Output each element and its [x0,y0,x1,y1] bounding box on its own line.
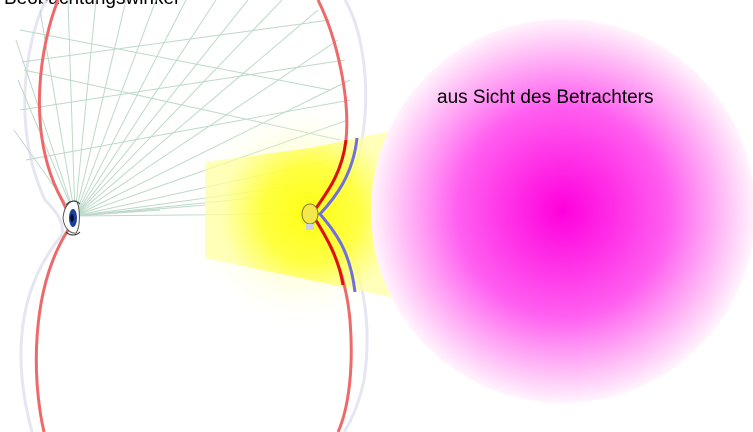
blue-curve [317,137,359,293]
caption-label: aus Sicht des Betrachters [437,87,654,108]
top-cut-text: Beobachtungswinkel [4,0,178,8]
light-dot-icon [301,203,319,230]
magenta-glow [371,19,753,403]
sight-lines [13,0,351,217]
eye-icon [62,200,81,236]
